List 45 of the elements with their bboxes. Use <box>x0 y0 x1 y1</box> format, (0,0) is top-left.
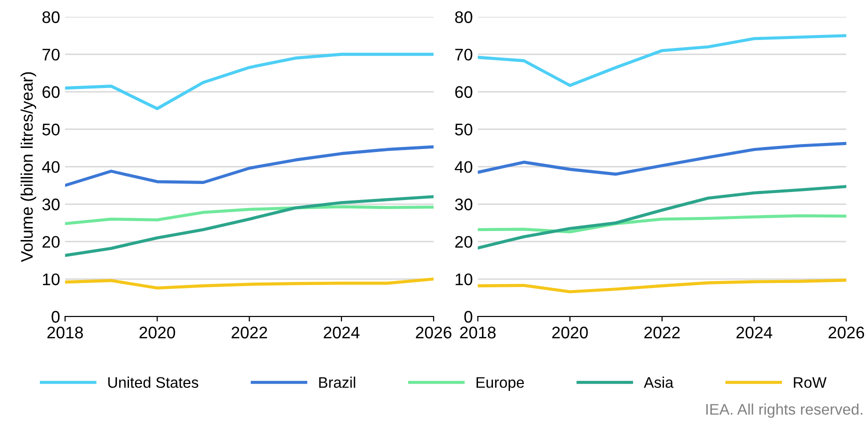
y-tick-label: 30 <box>455 198 472 210</box>
y-tick-label: 20 <box>455 236 472 248</box>
x-tick-label: 2026 <box>828 326 864 338</box>
text: IEA. All rights reserved. <box>706 404 862 418</box>
y-tick-label: 60 <box>42 86 60 98</box>
x-tick-label: 2026 <box>416 326 452 338</box>
line-series <box>65 52 434 110</box>
y-tick-label: 50 <box>455 124 472 136</box>
y-tick-label: 0 <box>464 310 472 323</box>
y-tick-label: 60 <box>455 86 472 98</box>
x-tick-label: 2018 <box>47 326 83 338</box>
line-series <box>478 185 846 250</box>
x-tick-label: 2020 <box>552 326 588 338</box>
y-tick-label: 30 <box>42 198 60 210</box>
x-tick-label: 2024 <box>324 326 360 338</box>
y-tick-label: 70 <box>42 48 60 61</box>
legend-label: RoW <box>794 377 827 388</box>
legend-label: United States <box>108 376 198 388</box>
x-tick-label: 2022 <box>644 326 680 338</box>
line-series <box>478 278 846 294</box>
legend-label: Europe <box>476 377 524 391</box>
x-tick-label: 2020 <box>140 326 176 338</box>
y-tick-label: 0 <box>52 310 60 323</box>
y-tick-label: 40 <box>454 161 472 173</box>
x-tick-label: 2022 <box>232 326 268 338</box>
line-series <box>65 145 434 187</box>
line-series <box>478 214 846 234</box>
y-tick-label: 70 <box>455 48 472 61</box>
line-series <box>65 205 434 226</box>
y-tick-label: 80 <box>455 11 472 24</box>
line-series <box>65 278 434 290</box>
y-tick-label: 10 <box>42 273 60 286</box>
legend-label: Asia <box>644 376 674 388</box>
y-axis-title: Volume (billion litres/year) <box>20 72 36 262</box>
line-series <box>478 142 846 176</box>
y-tick-label: 80 <box>42 11 60 24</box>
y-tick-label: 20 <box>42 236 60 248</box>
line-series <box>65 195 434 257</box>
legend-label: Brazil <box>319 376 356 388</box>
y-tick-label: 40 <box>42 161 60 173</box>
line-series <box>478 34 846 87</box>
x-tick-label: 2024 <box>736 326 772 338</box>
y-tick-label: 50 <box>42 124 60 136</box>
y-tick-label: 10 <box>456 273 472 286</box>
x-tick-label: 2018 <box>460 326 496 338</box>
